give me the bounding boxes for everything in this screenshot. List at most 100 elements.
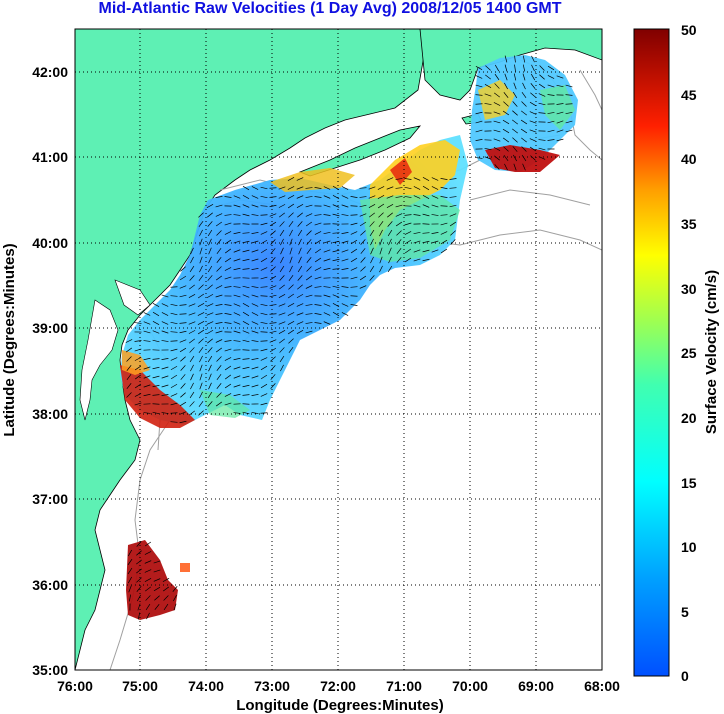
velocity-arrow <box>189 275 195 281</box>
velocity-arrow <box>242 194 250 200</box>
velocity-arrow <box>170 312 178 316</box>
velocity-arrow <box>242 258 250 262</box>
velocity-arrow <box>556 84 564 88</box>
velocity-arrow <box>369 221 375 227</box>
velocity-arrow <box>233 195 241 199</box>
velocity-arrow <box>198 346 204 354</box>
velocity-arrow <box>260 257 268 263</box>
velocity-arrow <box>215 339 223 343</box>
velocity-arrow <box>144 586 152 592</box>
velocity-arrow <box>134 322 142 324</box>
velocity-arrow <box>522 55 526 63</box>
y-tick-label: 36:00 <box>32 577 68 593</box>
velocity-arrow <box>242 302 250 308</box>
velocity-arrow <box>224 374 232 380</box>
velocity-arrow <box>359 187 367 189</box>
velocity-arrow <box>413 240 421 244</box>
velocity-arrow <box>188 410 196 416</box>
velocity-arrow <box>153 569 161 573</box>
velocity-arrow <box>522 82 526 90</box>
velocity-orange-hatteras <box>180 563 190 572</box>
velocity-arrow <box>440 196 448 198</box>
velocity-arrow <box>422 194 430 200</box>
velocity-yellow-capecod <box>478 80 515 120</box>
velocity-arrow <box>386 177 394 181</box>
velocity-arrow <box>413 249 421 253</box>
velocity-arrow <box>323 312 331 316</box>
velocity-arrow <box>163 603 169 611</box>
velocity-green-capecod <box>540 85 575 130</box>
velocity-arrow <box>179 347 187 353</box>
y-axis: 42:00 41:00 40:00 39:00 38:00 37:00 36:0… <box>1 64 68 678</box>
velocity-arrow <box>512 154 518 162</box>
velocity-arrow <box>251 286 259 288</box>
velocity-arrow <box>188 294 196 298</box>
velocity-arrow <box>137 612 141 620</box>
velocity-arrow <box>188 312 196 316</box>
velocity-arrow <box>206 303 214 307</box>
velocity-arrow <box>323 286 331 288</box>
velocity-arrow <box>289 256 293 264</box>
velocity-arrow <box>126 365 132 371</box>
velocity-arrow <box>154 604 160 610</box>
velocity-arrow <box>242 204 250 208</box>
velocity-arrow <box>251 358 259 360</box>
x-tick-label: 72:00 <box>320 678 356 694</box>
delaware-bay <box>114 279 151 316</box>
map-title: Mid-Atlantic Raw Velocities (1 Day Avg) … <box>98 0 562 17</box>
velocity-arrow <box>547 75 555 79</box>
velocity-arrow <box>270 239 276 245</box>
velocity-arrow <box>531 55 535 63</box>
velocity-arrow <box>522 163 526 171</box>
velocity-arrow <box>216 356 222 362</box>
velocity-arrow <box>170 374 178 380</box>
velocity-arrow <box>530 92 536 98</box>
velocity-arrow <box>440 239 448 245</box>
velocity-arrow <box>332 285 340 289</box>
velocity-arrow <box>369 229 375 237</box>
velocity-arrow <box>305 275 313 281</box>
plot-frame <box>74 28 603 671</box>
velocity-arrow <box>377 203 385 209</box>
velocity-arrow <box>502 128 510 134</box>
velocity-arrow <box>233 267 241 271</box>
velocity-arrow <box>161 294 169 298</box>
velocity-arrow <box>511 119 519 125</box>
velocity-arrow <box>179 322 187 324</box>
velocity-arrow <box>161 358 169 360</box>
velocity-arrow <box>269 339 277 343</box>
velocity-arrow <box>396 257 402 263</box>
colorbar-tick-label: 10 <box>681 539 697 555</box>
velocity-arrow <box>413 231 421 235</box>
velocity-arrow <box>305 213 313 217</box>
velocity-arrow <box>379 265 383 273</box>
velocity-arrow <box>278 186 286 190</box>
velocity-arrow <box>170 383 178 389</box>
velocity-arrow <box>180 356 186 362</box>
velocity-arrow <box>242 232 250 234</box>
velocity-arrow <box>270 383 276 389</box>
velocity-arrow <box>188 321 196 325</box>
velocity-arrow <box>224 222 232 226</box>
velocity-arrow <box>260 412 268 414</box>
velocity-arrow <box>152 358 160 360</box>
velocity-arrow <box>370 247 374 255</box>
velocity-arrow <box>341 232 349 234</box>
velocity-arrow <box>269 330 277 334</box>
velocity-arrow <box>547 94 555 96</box>
velocity-arrow <box>387 265 393 273</box>
velocity-arrow <box>512 110 518 116</box>
velocity-arrow <box>260 393 268 397</box>
colorbar-scale <box>633 28 670 677</box>
velocity-arrow <box>296 195 304 199</box>
velocity-arrow <box>161 340 169 342</box>
velocity-arrow <box>379 229 383 237</box>
colorbar-tick-label: 5 <box>681 604 689 620</box>
velocity-arrow <box>504 163 508 171</box>
x-tick-label: 70:00 <box>452 678 488 694</box>
velocity-arrow <box>547 139 555 141</box>
velocity-arrow <box>422 240 430 244</box>
velocity-arrow <box>323 195 331 199</box>
velocity-arrow <box>279 265 285 273</box>
velocity-arrow <box>314 276 322 280</box>
